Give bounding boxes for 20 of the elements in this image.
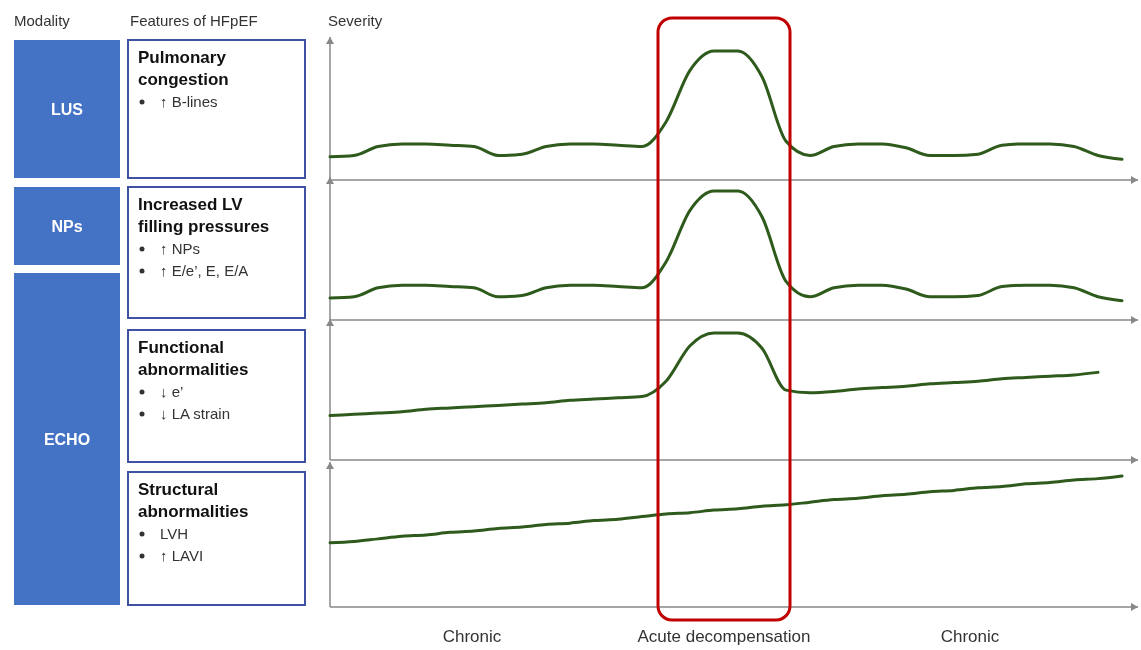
text: Acute decompensation	[637, 627, 811, 646]
y-axis-title: Severity	[328, 12, 383, 29]
text: ↓ LA strain	[160, 405, 231, 422]
text: ↑ NPs	[160, 240, 201, 257]
text: Modality	[14, 12, 71, 29]
text: ↑ LAVI	[160, 547, 204, 564]
text: ECHO	[43, 431, 91, 448]
text: Increased LV filling pressures	[138, 195, 270, 236]
text: ↑ E/e’, E, E/A	[160, 262, 249, 279]
text: Structural abnormalities	[138, 480, 249, 521]
text: Pulmonary congestion	[138, 48, 229, 89]
text: LVH	[160, 525, 189, 542]
text: Features of HFpEF	[130, 12, 258, 29]
text: Chronic	[940, 627, 1000, 646]
text: ↓ e’	[160, 383, 184, 400]
text: LUS	[51, 101, 84, 118]
text: NPs	[51, 218, 83, 235]
text: Chronic	[442, 627, 502, 646]
text: ↑ B-lines	[160, 93, 218, 110]
text: Functional abnormalities	[138, 338, 249, 379]
